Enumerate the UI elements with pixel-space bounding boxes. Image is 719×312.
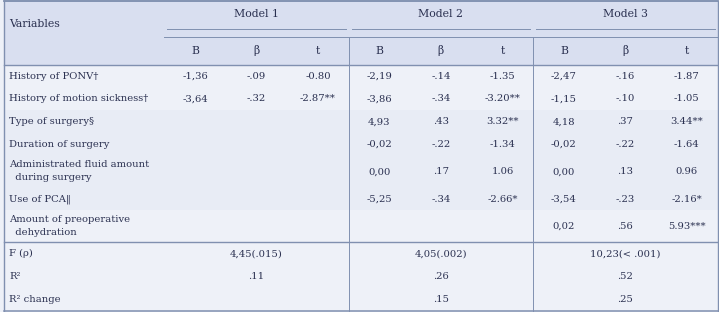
Text: 4,45(.015): 4,45(.015) xyxy=(230,249,283,258)
Text: -.10: -.10 xyxy=(615,94,635,103)
Text: 4,05(.002): 4,05(.002) xyxy=(415,249,467,258)
Text: R² change: R² change xyxy=(9,295,61,304)
Text: -2.16*: -2.16* xyxy=(672,195,702,203)
Text: during surgery: during surgery xyxy=(9,173,92,182)
Bar xyxy=(4,1,718,37)
Text: 0,02: 0,02 xyxy=(553,222,575,231)
Text: -.22: -.22 xyxy=(615,140,635,149)
Text: β: β xyxy=(438,45,444,56)
Text: .26: .26 xyxy=(433,272,449,281)
Text: -3,86: -3,86 xyxy=(367,94,393,103)
Text: 10,23(< .001): 10,23(< .001) xyxy=(590,249,661,258)
Text: 0,00: 0,00 xyxy=(553,167,575,176)
Text: β: β xyxy=(253,45,260,56)
Text: -0.80: -0.80 xyxy=(305,71,331,80)
Text: Type of surgery§: Type of surgery§ xyxy=(9,117,94,126)
Text: -0,02: -0,02 xyxy=(551,140,577,149)
Text: .43: .43 xyxy=(433,117,449,126)
Text: -1.05: -1.05 xyxy=(674,94,700,103)
Text: 0,00: 0,00 xyxy=(368,167,390,176)
Text: Duration of surgery: Duration of surgery xyxy=(9,140,110,149)
Text: -.23: -.23 xyxy=(615,195,635,203)
Bar xyxy=(4,211,718,242)
Bar xyxy=(4,156,718,188)
Text: History of PONV†: History of PONV† xyxy=(9,71,99,80)
Text: F (ρ): F (ρ) xyxy=(9,249,33,258)
Text: -.14: -.14 xyxy=(431,71,451,80)
Bar xyxy=(4,110,718,133)
Text: B: B xyxy=(191,46,199,56)
Text: R²: R² xyxy=(9,272,21,281)
Text: t: t xyxy=(684,46,689,56)
Text: .13: .13 xyxy=(618,167,633,176)
Text: Model 2: Model 2 xyxy=(418,9,464,19)
Text: t: t xyxy=(500,46,505,56)
Text: -.22: -.22 xyxy=(431,140,451,149)
Bar xyxy=(4,133,718,156)
Text: B: B xyxy=(560,46,568,56)
Text: .15: .15 xyxy=(433,295,449,304)
Text: .11: .11 xyxy=(248,272,265,281)
Bar xyxy=(4,37,718,65)
Text: Use of PCA‖: Use of PCA‖ xyxy=(9,194,71,204)
Bar xyxy=(4,265,718,288)
Bar xyxy=(4,87,718,110)
Text: .17: .17 xyxy=(433,167,449,176)
Text: .56: .56 xyxy=(618,222,633,231)
Text: 1.06: 1.06 xyxy=(491,167,513,176)
Text: Amount of preoperative: Amount of preoperative xyxy=(9,215,130,224)
Text: -1.87: -1.87 xyxy=(674,71,700,80)
Bar xyxy=(4,242,718,265)
Text: -3.20**: -3.20** xyxy=(485,94,521,103)
Text: -2.87**: -2.87** xyxy=(300,94,336,103)
Text: -3,64: -3,64 xyxy=(182,94,208,103)
Text: Model 1: Model 1 xyxy=(234,9,279,19)
Text: B: B xyxy=(375,46,383,56)
Text: -2.66*: -2.66* xyxy=(487,195,518,203)
Text: -0,02: -0,02 xyxy=(367,140,393,149)
Text: -5,25: -5,25 xyxy=(367,195,393,203)
Text: 4,93: 4,93 xyxy=(368,117,390,126)
Text: -1,15: -1,15 xyxy=(551,94,577,103)
Text: -.09: -.09 xyxy=(247,71,266,80)
Bar xyxy=(4,188,718,211)
Text: β: β xyxy=(622,45,628,56)
Text: -2,19: -2,19 xyxy=(367,71,393,80)
Text: -.16: -.16 xyxy=(615,71,635,80)
Text: Variables: Variables xyxy=(9,19,60,29)
Text: -.34: -.34 xyxy=(431,195,451,203)
Bar xyxy=(4,288,718,311)
Text: -.34: -.34 xyxy=(431,94,451,103)
Text: Administrated fluid amount: Administrated fluid amount xyxy=(9,160,150,169)
Text: .52: .52 xyxy=(618,272,633,281)
Text: -1,36: -1,36 xyxy=(182,71,208,80)
Text: 3.44**: 3.44** xyxy=(670,117,703,126)
Text: -3,54: -3,54 xyxy=(551,195,577,203)
Text: 3.32**: 3.32** xyxy=(486,117,518,126)
Text: t: t xyxy=(316,46,320,56)
Text: -1.34: -1.34 xyxy=(490,140,516,149)
Text: dehydration: dehydration xyxy=(9,228,77,236)
Text: 5.93***: 5.93*** xyxy=(668,222,705,231)
Text: -1.35: -1.35 xyxy=(490,71,516,80)
Text: .37: .37 xyxy=(618,117,633,126)
Text: History of motion sickness†: History of motion sickness† xyxy=(9,94,149,103)
Text: -1.64: -1.64 xyxy=(674,140,700,149)
Text: -.32: -.32 xyxy=(247,94,266,103)
Bar xyxy=(4,65,718,87)
Text: Model 3: Model 3 xyxy=(603,9,648,19)
Text: 4,18: 4,18 xyxy=(552,117,575,126)
Text: 0.96: 0.96 xyxy=(676,167,698,176)
Text: -2,47: -2,47 xyxy=(551,71,577,80)
Text: .25: .25 xyxy=(618,295,633,304)
